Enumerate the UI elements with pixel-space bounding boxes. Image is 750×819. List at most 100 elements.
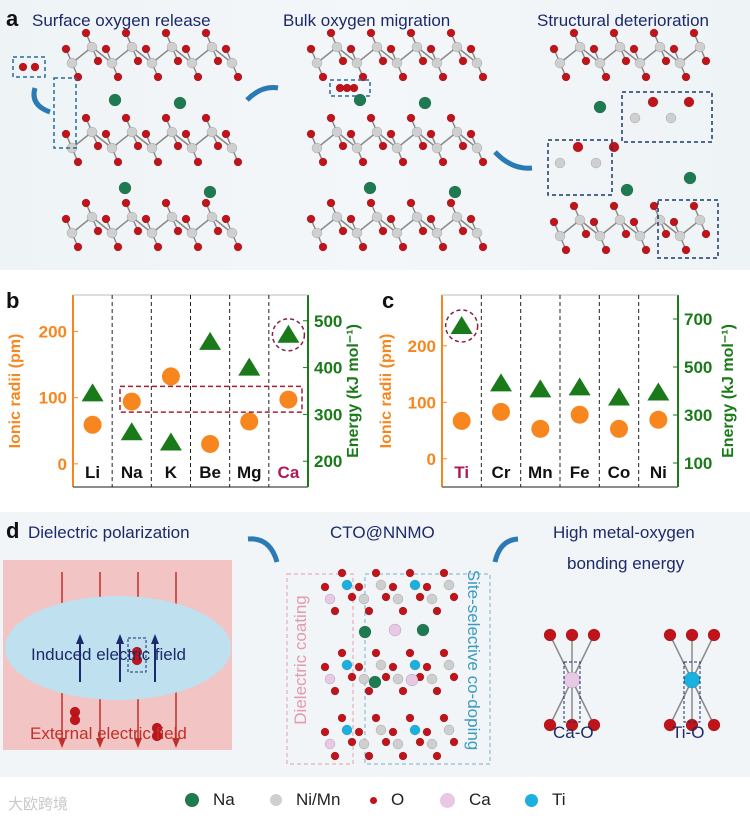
curved-arrow <box>492 536 519 563</box>
ni-mn-atom <box>594 230 606 242</box>
oxygen-atom <box>121 113 131 123</box>
ni-mn-atom <box>66 57 78 69</box>
ni-mn-atom <box>126 211 138 223</box>
radii-point-li <box>83 415 102 434</box>
oxygen-atom <box>398 686 408 696</box>
oxygen-atom <box>358 72 368 82</box>
ni-mn-atom <box>574 214 586 226</box>
energy-point-mn <box>529 379 552 398</box>
ni-mn-atom <box>146 57 158 69</box>
oxygen-atom <box>388 662 398 672</box>
atom-legend: Na Ni/Mn O Ca Ti <box>0 790 750 814</box>
ti-o-label: Ti-O <box>672 723 705 742</box>
bond <box>549 634 573 681</box>
oxygen-atom <box>438 242 448 252</box>
category-label-na: Na <box>121 463 143 482</box>
oxygen-atom <box>61 44 71 54</box>
ni-mn-atom <box>411 126 423 138</box>
panel-label-b: b <box>6 288 20 313</box>
curved-arrow <box>493 150 533 171</box>
ni-mn-atom <box>311 57 323 69</box>
arrowhead <box>116 634 124 644</box>
panel-d-graphics: Dielectric coating Site-selective co-dopi… <box>3 536 721 765</box>
oxygen-atom <box>213 141 223 151</box>
right-tick-label: 500 <box>314 312 342 331</box>
oxygen-atom <box>347 592 357 602</box>
oxygen-atom <box>661 229 671 239</box>
metal-atom <box>324 593 336 605</box>
legend-label: Ca <box>469 790 491 809</box>
ni-mn-atom <box>411 41 423 53</box>
oxygen-atom <box>569 201 579 211</box>
oxygen-atom <box>689 201 699 211</box>
energy-point-cr <box>490 373 512 392</box>
na-atom <box>448 185 462 199</box>
bond <box>669 679 693 726</box>
ni-mn-atom <box>674 230 686 242</box>
ni-mn-atom <box>331 41 343 53</box>
dashed-box <box>53 77 77 149</box>
na-atom <box>353 93 367 107</box>
ni-mn-atom <box>391 57 403 69</box>
oxygen-atom <box>629 217 639 227</box>
na-atom <box>108 93 122 107</box>
oxygen-atom <box>685 628 699 642</box>
oxygen-atom <box>161 198 171 208</box>
oxygen-atom <box>432 751 442 761</box>
oxygen-atom <box>386 129 396 139</box>
oxygen-atom <box>113 157 123 167</box>
oxygen-atom <box>669 217 679 227</box>
ni-mn-atom <box>146 142 158 154</box>
oxygen-atom <box>466 214 476 224</box>
oxygen-atom <box>318 157 328 167</box>
dielectric-coating-label: Dielectric coating <box>291 595 310 724</box>
oxygen-atom <box>61 129 71 139</box>
oxygen-atom <box>561 245 571 255</box>
atom <box>572 141 584 153</box>
oxygen-atom <box>153 242 163 252</box>
ca-atom-icon <box>440 792 455 808</box>
ni-mn-atom <box>331 126 343 138</box>
oxygen-atom <box>193 72 203 82</box>
ni-mn-atom <box>86 126 98 138</box>
dashed-box <box>547 139 613 196</box>
oxygen-atom <box>358 242 368 252</box>
oxygen-atom <box>415 737 425 747</box>
category-label-ti: Ti <box>454 463 469 482</box>
dashed-box <box>657 199 719 259</box>
category-label-mn: Mn <box>528 463 553 482</box>
oxygen-atom <box>181 44 191 54</box>
oxygen-atom <box>233 72 243 82</box>
ni-mn-atom <box>614 41 626 53</box>
ni-mn-atom <box>86 41 98 53</box>
oxygen-atom <box>320 582 330 592</box>
radii-point-mn <box>531 419 550 438</box>
oxygen-atom <box>173 141 183 151</box>
ni-mn-atom <box>634 57 646 69</box>
oxygen-atom <box>18 62 28 72</box>
oxygen-atom <box>349 83 359 93</box>
chart-b: 0 100 200 200 300 400 500 Ionic radii (pm) Energ… <box>7 294 362 488</box>
highlight-circle <box>444 309 479 343</box>
oxygen-atom <box>701 229 711 239</box>
oxygen-atom <box>438 72 448 82</box>
ni-mn-atom <box>371 126 383 138</box>
oxygen-atom <box>466 129 476 139</box>
oxygen-atom <box>330 686 340 696</box>
oxygen-atom <box>201 198 211 208</box>
category-label-fe: Fe <box>570 463 590 482</box>
oxygen-atom <box>151 730 163 742</box>
left-tick-label: 0 <box>427 450 436 469</box>
oxygen-atom <box>326 28 336 38</box>
induced-field-label: Induced electric field <box>31 645 186 664</box>
oxygen-atom <box>543 628 557 642</box>
oxygen-atom <box>101 214 111 224</box>
ni-mn-atom <box>106 142 118 154</box>
metal-atom <box>358 673 370 685</box>
oxygen-atom <box>69 714 81 726</box>
oxygen-atom <box>81 198 91 208</box>
ni-mn-atom <box>391 142 403 154</box>
oxygen-atom <box>418 141 428 151</box>
oxygen-atom <box>561 72 571 82</box>
left-axis-label: Ionic radii (pm) <box>7 334 24 449</box>
